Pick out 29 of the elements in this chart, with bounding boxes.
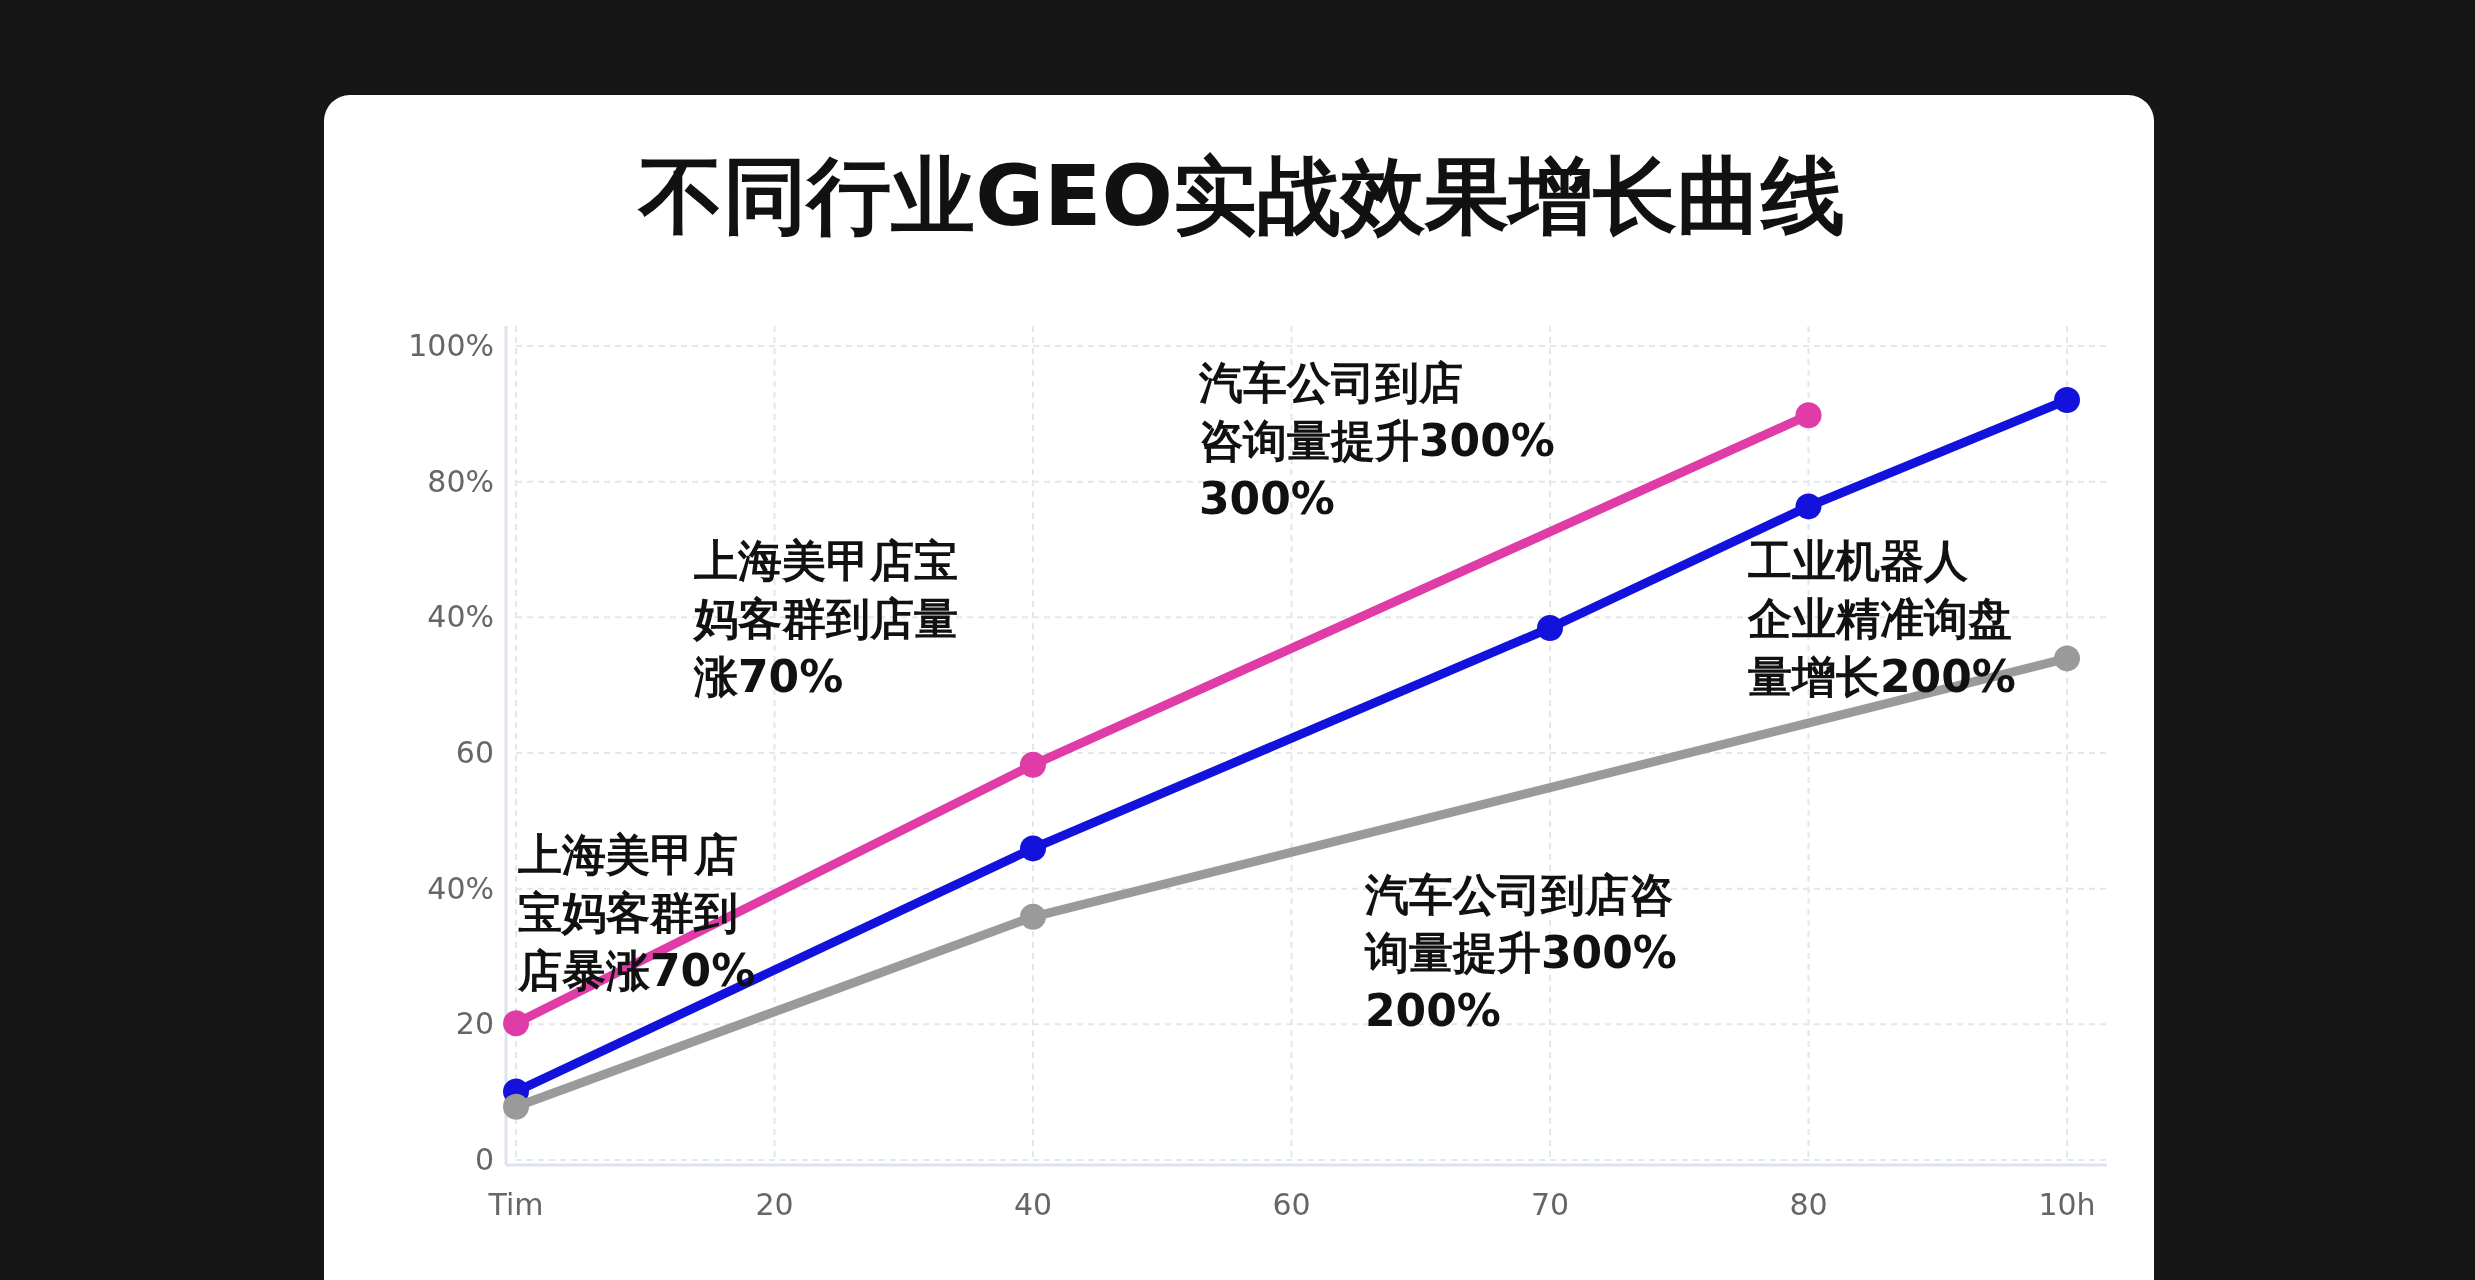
text: 60 (455, 735, 494, 770)
point (503, 1010, 529, 1037)
text: 0 (474, 1142, 494, 1177)
point (2054, 645, 2080, 672)
x-tick-label: 60 (1272, 1187, 1311, 1222)
text: 100% (408, 328, 494, 363)
text: 80% (427, 463, 494, 499)
point (1020, 835, 1046, 862)
x-tick-label: 70 (1530, 1187, 1570, 1222)
point (1795, 402, 1822, 429)
text: 40% (427, 599, 494, 635)
point (1537, 615, 1563, 641)
annotation: 汽车公司到店咨询量提升300%300% (1198, 357, 1555, 524)
x-tick-label: 10h (2038, 1187, 2096, 1222)
point (503, 1093, 529, 1120)
chart-title: 不同行业GEO实战效果增长曲线 (637, 147, 1845, 245)
text: 40% (427, 870, 494, 906)
x-tick-label: Tim (487, 1187, 544, 1222)
point (1020, 751, 1046, 778)
x-tick-label: 80 (1789, 1187, 1828, 1222)
annotation: 工业机器人企业精准询盘量增长200% (1747, 535, 2016, 702)
x-tick-label: 40 (1013, 1187, 1053, 1222)
annotation: 上海美甲店宝妈客群到店量涨70% (692, 535, 958, 702)
point (1020, 903, 1046, 930)
point (2054, 387, 2080, 413)
x-tick-label: 20 (755, 1187, 794, 1222)
text: 20 (455, 1006, 494, 1042)
annotation: 汽车公司到店咨询量提升300%200% (1364, 869, 1677, 1036)
point (1795, 493, 1822, 520)
